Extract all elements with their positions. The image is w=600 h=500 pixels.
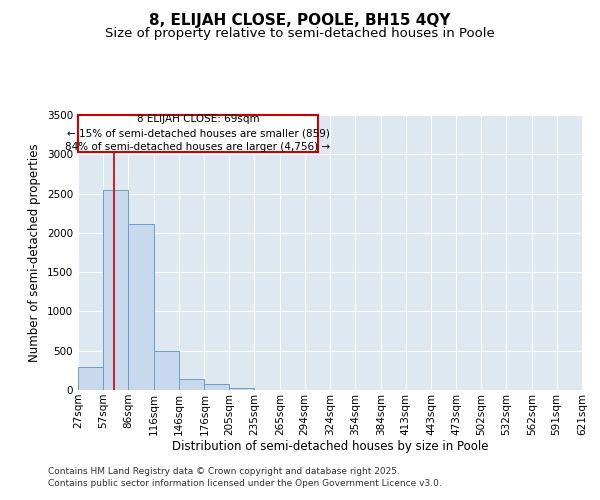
Text: 8 ELIJAH CLOSE: 69sqm
← 15% of semi-detached houses are smaller (859)
84% of sem: 8 ELIJAH CLOSE: 69sqm ← 15% of semi-deta… — [65, 114, 331, 152]
Y-axis label: Number of semi-detached properties: Number of semi-detached properties — [28, 143, 41, 362]
Text: Size of property relative to semi-detached houses in Poole: Size of property relative to semi-detach… — [105, 28, 495, 40]
Bar — [78, 367, 103, 390]
Text: Contains HM Land Registry data © Crown copyright and database right 2025.
Contai: Contains HM Land Registry data © Crown c… — [48, 466, 442, 487]
Bar — [128, 224, 154, 390]
Bar — [205, 384, 229, 390]
Text: 8, ELIJAH CLOSE, POOLE, BH15 4QY: 8, ELIJAH CLOSE, POOLE, BH15 4QY — [149, 12, 451, 28]
Bar — [154, 350, 179, 390]
FancyBboxPatch shape — [78, 115, 318, 152]
X-axis label: Distribution of semi-detached houses by size in Poole: Distribution of semi-detached houses by … — [172, 440, 488, 454]
Bar — [229, 388, 254, 390]
Bar — [103, 190, 128, 390]
Bar — [179, 378, 205, 390]
